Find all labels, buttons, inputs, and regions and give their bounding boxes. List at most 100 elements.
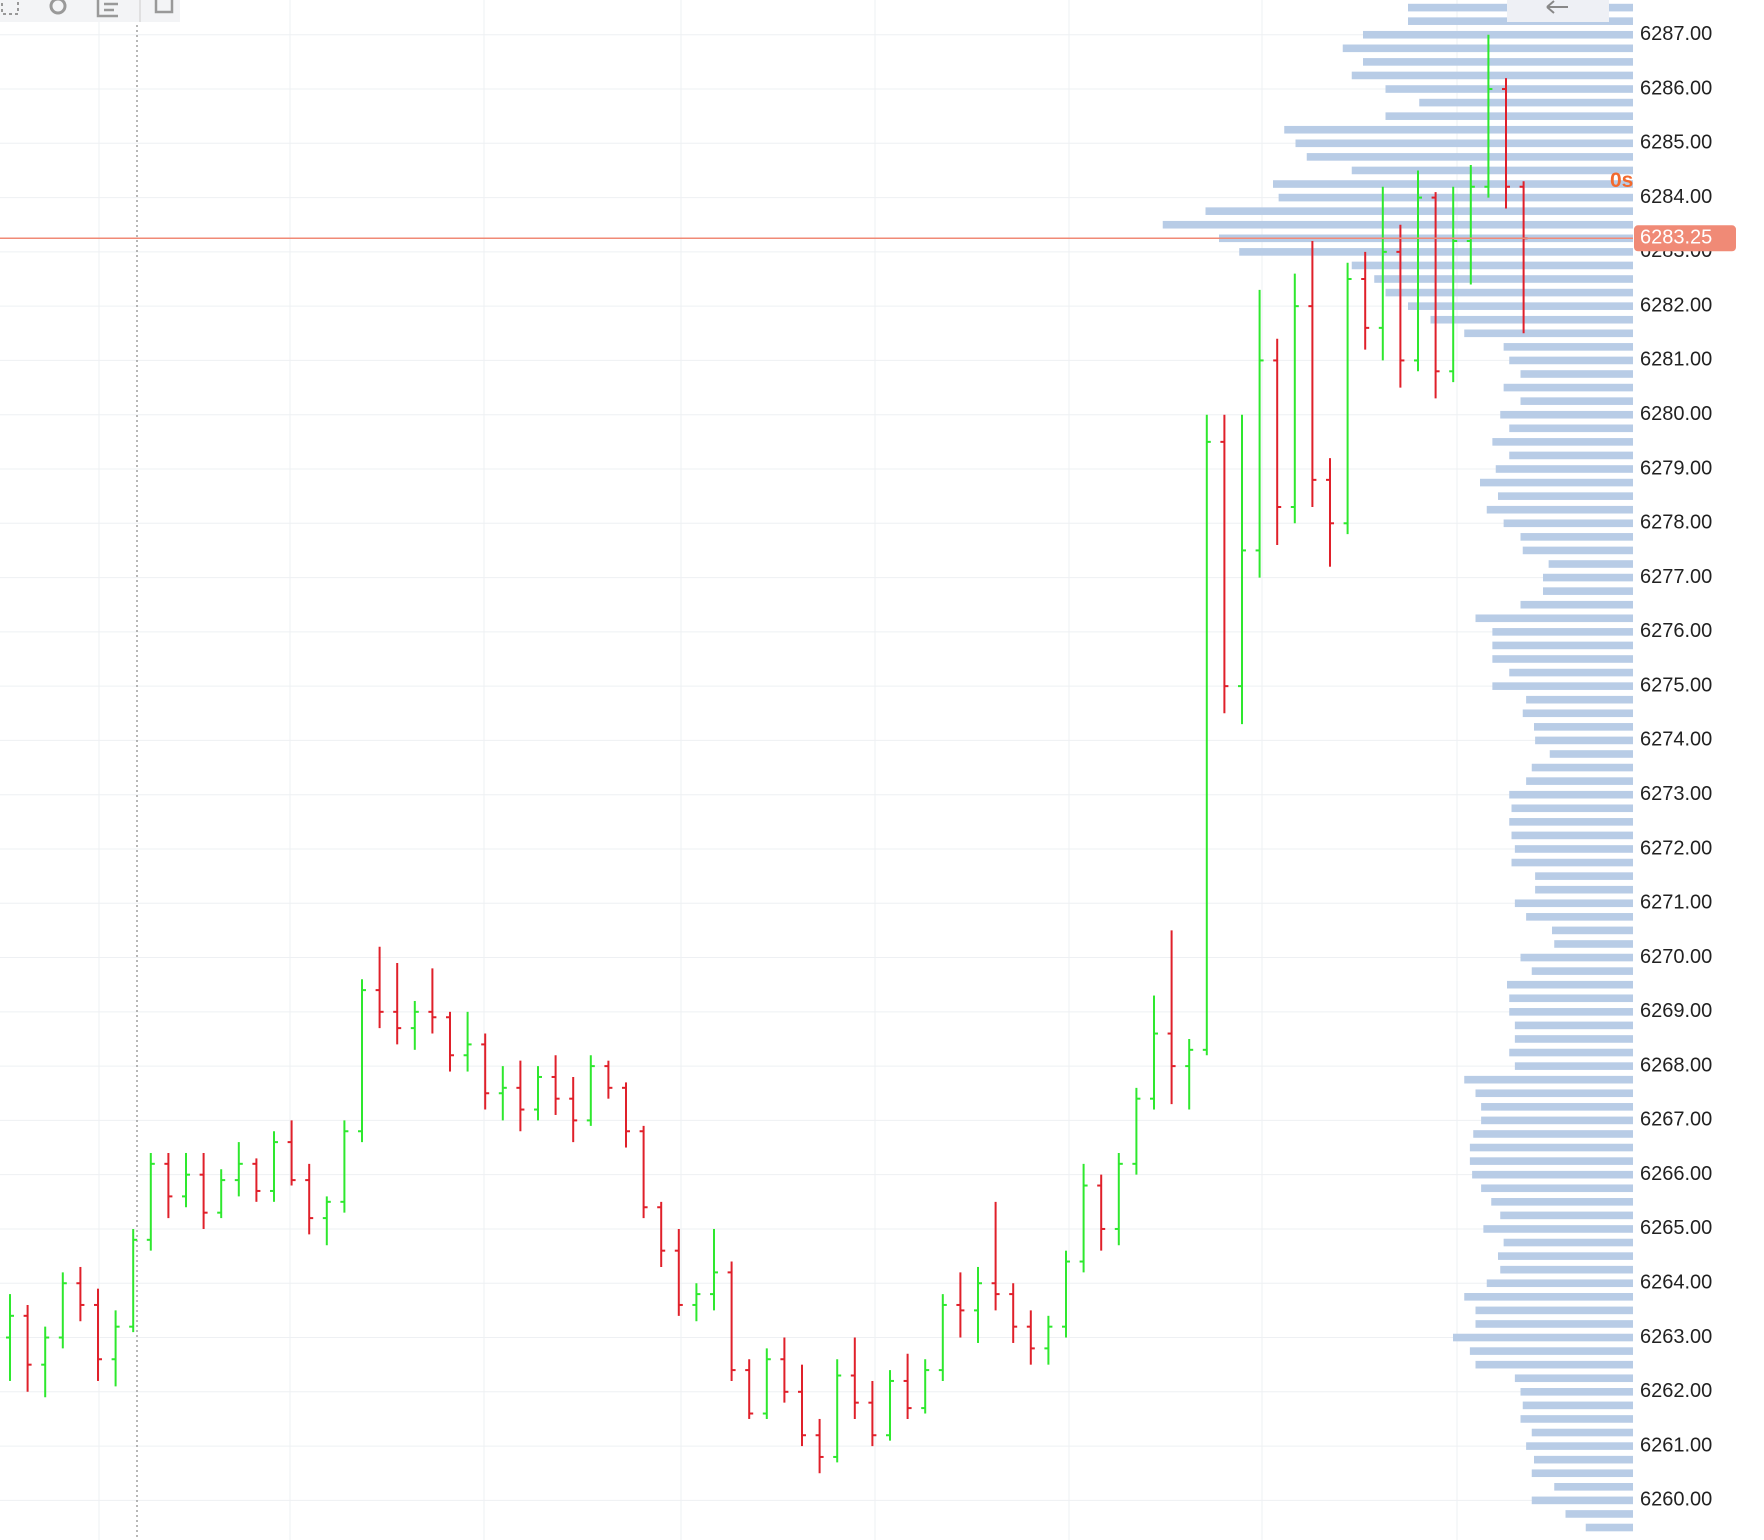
y-tick-label: 6266.00 bbox=[1640, 1163, 1712, 1185]
profile-bar bbox=[1453, 1333, 1633, 1342]
profile-bar bbox=[1507, 980, 1633, 989]
indicator-icon[interactable] bbox=[96, 0, 118, 18]
profile-bar bbox=[1475, 1320, 1633, 1328]
profile-bar bbox=[1492, 628, 1633, 636]
profile-bar bbox=[1374, 275, 1633, 283]
profile-bar bbox=[1351, 261, 1633, 270]
profile-bar bbox=[1585, 1523, 1633, 1532]
profile-bar bbox=[1363, 30, 1633, 39]
profile-bar bbox=[1509, 451, 1633, 460]
toolbar[interactable] bbox=[0, 0, 180, 22]
profile-bar bbox=[1473, 1130, 1633, 1138]
profile-bar bbox=[1511, 831, 1633, 840]
y-tick-label: 6260.00 bbox=[1640, 1489, 1712, 1511]
profile-bar bbox=[1514, 1062, 1633, 1070]
profile-bar bbox=[1522, 546, 1633, 555]
profile-bar bbox=[1535, 885, 1633, 894]
profile-bar bbox=[1520, 397, 1633, 405]
profile-bar bbox=[1520, 953, 1633, 962]
profile-bar bbox=[1526, 913, 1633, 921]
profile-bar bbox=[1486, 1279, 1633, 1288]
profile-bar bbox=[1526, 777, 1633, 785]
profile-bar bbox=[1469, 1157, 1633, 1165]
profile-bar bbox=[1481, 1184, 1633, 1193]
y-tick-label: 6263.00 bbox=[1640, 1326, 1712, 1348]
profile-bar bbox=[1509, 356, 1633, 365]
profile-bar bbox=[1492, 438, 1633, 446]
layout-icon[interactable] bbox=[154, 0, 174, 14]
profile-bar bbox=[1520, 600, 1633, 609]
profile-bar bbox=[1351, 71, 1633, 80]
profile-bar bbox=[1520, 1388, 1633, 1396]
profile-bar bbox=[1481, 1116, 1633, 1125]
profile-bar bbox=[1520, 1415, 1633, 1423]
y-tick-label: 6286.00 bbox=[1640, 77, 1712, 99]
y-tick-label: 6279.00 bbox=[1640, 457, 1712, 479]
y-tick-label: 6268.00 bbox=[1640, 1054, 1712, 1076]
profile-bar bbox=[1549, 750, 1633, 758]
profile-bar bbox=[1503, 343, 1633, 351]
profile-bar bbox=[1419, 98, 1633, 107]
y-tick-label: 6281.00 bbox=[1640, 349, 1712, 371]
profile-bar bbox=[1492, 682, 1633, 690]
profile-bar bbox=[1486, 505, 1633, 514]
profile-bar bbox=[1306, 153, 1633, 161]
y-tick-label: 6261.00 bbox=[1640, 1434, 1712, 1456]
y-tick-label: 6272.00 bbox=[1640, 837, 1712, 859]
scroll-back-bg[interactable] bbox=[1507, 0, 1609, 22]
profile-bar bbox=[1531, 763, 1633, 772]
profile-bar bbox=[1500, 410, 1633, 419]
profile-bar bbox=[1509, 818, 1633, 826]
profile-bar bbox=[1495, 465, 1633, 473]
profile-bar bbox=[1503, 383, 1633, 392]
profile-bar bbox=[1509, 424, 1633, 433]
profile-bar bbox=[1205, 207, 1633, 215]
profile-bar bbox=[1534, 1455, 1633, 1464]
y-tick-label: 6271.00 bbox=[1640, 892, 1712, 914]
y-tick-label: 6280.00 bbox=[1640, 403, 1712, 425]
y-tick-label: 6265.00 bbox=[1640, 1217, 1712, 1239]
profile-bar bbox=[1162, 220, 1633, 229]
profile-bar bbox=[1526, 695, 1633, 704]
profile-bar bbox=[1464, 329, 1633, 338]
profile-bar bbox=[1492, 641, 1633, 650]
profile-bar bbox=[1509, 668, 1633, 677]
price-bars bbox=[6, 34, 1528, 1474]
profile-bar bbox=[1514, 845, 1633, 853]
profile-bar bbox=[1554, 1483, 1633, 1491]
profile-bar bbox=[1548, 560, 1633, 568]
profile-bar bbox=[1475, 1306, 1633, 1315]
y-tick-label: 6264.00 bbox=[1640, 1272, 1712, 1294]
profile-bar bbox=[1511, 804, 1633, 813]
profile-bar bbox=[1531, 967, 1633, 975]
y-tick-label: 6262.00 bbox=[1640, 1380, 1712, 1402]
scroll-back-arrow[interactable] bbox=[1546, 0, 1568, 14]
profile-bar bbox=[1351, 166, 1633, 175]
profile-bar bbox=[1514, 899, 1633, 908]
profile-bar bbox=[1498, 492, 1633, 500]
profile-bar bbox=[1543, 573, 1633, 582]
profile-bar bbox=[1273, 180, 1633, 188]
profile-bar bbox=[1480, 478, 1633, 487]
profile-bar bbox=[1522, 1401, 1633, 1410]
scroll-back[interactable] bbox=[1507, 0, 1609, 22]
profile-bar bbox=[1565, 1510, 1633, 1518]
y-tick-label: 6274.00 bbox=[1640, 729, 1712, 751]
y-tick-label: 6269.00 bbox=[1640, 1000, 1712, 1022]
profile-bar bbox=[1503, 1238, 1633, 1247]
settings-icon[interactable] bbox=[49, 0, 67, 15]
countdown: 0s bbox=[1610, 169, 1633, 192]
select-icon[interactable] bbox=[1, 0, 19, 15]
profile-bar bbox=[1509, 1008, 1633, 1016]
profile-bar bbox=[1514, 1374, 1633, 1383]
profile-bar bbox=[1526, 1442, 1633, 1450]
profile-bar bbox=[1472, 1170, 1633, 1179]
toolbar-bg bbox=[0, 0, 180, 22]
profile-bar bbox=[1363, 58, 1633, 66]
last-price-label: 6283.25 bbox=[1640, 227, 1712, 249]
y-tick-label: 6277.00 bbox=[1640, 566, 1712, 588]
profile-bar bbox=[1498, 1252, 1633, 1260]
profile-bar bbox=[1535, 872, 1633, 880]
